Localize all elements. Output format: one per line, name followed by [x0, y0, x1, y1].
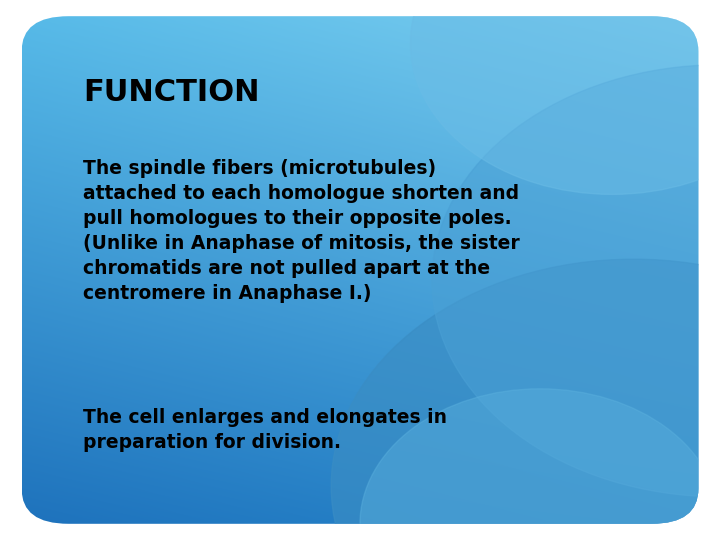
Text: The spindle fibers (microtubules)
attached to each homologue shorten and
pull ho: The spindle fibers (microtubules) attach… — [83, 159, 520, 303]
Circle shape — [360, 389, 720, 540]
Circle shape — [410, 0, 720, 194]
Circle shape — [331, 259, 720, 540]
Circle shape — [432, 65, 720, 497]
Text: The cell enlarges and elongates in
preparation for division.: The cell enlarges and elongates in prepa… — [83, 408, 447, 451]
Text: FUNCTION: FUNCTION — [83, 78, 259, 107]
